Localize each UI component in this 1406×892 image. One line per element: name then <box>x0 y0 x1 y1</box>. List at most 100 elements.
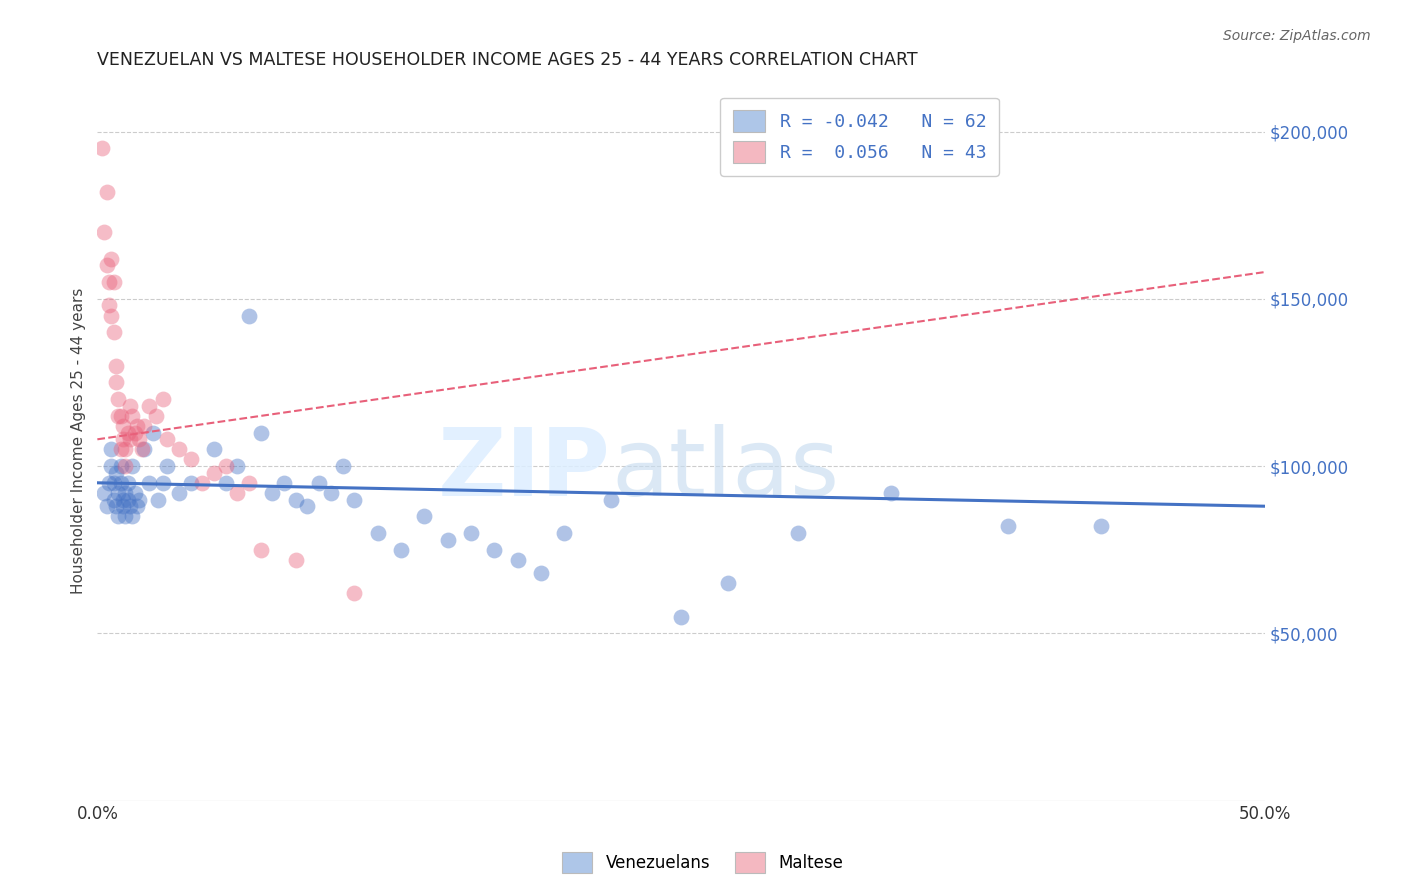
Point <box>152 392 174 406</box>
Point <box>717 576 740 591</box>
Point <box>167 486 190 500</box>
Point <box>112 433 135 447</box>
Point <box>117 425 139 440</box>
Point <box>110 409 132 423</box>
Point <box>367 526 389 541</box>
Text: Source: ZipAtlas.com: Source: ZipAtlas.com <box>1223 29 1371 44</box>
Point <box>121 509 143 524</box>
Point <box>100 459 122 474</box>
Point <box>103 492 125 507</box>
Point <box>1090 519 1112 533</box>
Point <box>112 492 135 507</box>
Point <box>100 309 122 323</box>
Point <box>436 533 458 547</box>
Point <box>121 459 143 474</box>
Point <box>191 475 214 490</box>
Point <box>110 459 132 474</box>
Point <box>114 486 136 500</box>
Point <box>117 492 139 507</box>
Point <box>107 509 129 524</box>
Point <box>96 258 118 272</box>
Point <box>96 500 118 514</box>
Point <box>297 500 319 514</box>
Point <box>202 466 225 480</box>
Point <box>100 442 122 457</box>
Point <box>98 275 121 289</box>
Point <box>343 492 366 507</box>
Text: atlas: atlas <box>612 424 839 516</box>
Point <box>124 425 146 440</box>
Point <box>114 442 136 457</box>
Text: ZIP: ZIP <box>439 424 612 516</box>
Legend: Venezuelans, Maltese: Venezuelans, Maltese <box>555 846 851 880</box>
Point <box>786 526 808 541</box>
Point <box>530 566 553 581</box>
Point <box>110 475 132 490</box>
Point <box>180 452 202 467</box>
Point <box>110 442 132 457</box>
Point <box>132 442 155 457</box>
Point <box>91 141 114 155</box>
Point <box>997 519 1019 533</box>
Point <box>107 486 129 500</box>
Point <box>93 225 115 239</box>
Point <box>273 475 295 490</box>
Point <box>319 486 342 500</box>
Point <box>226 459 249 474</box>
Point <box>238 309 260 323</box>
Point <box>128 492 150 507</box>
Legend: R = -0.042   N = 62, R =  0.056   N = 43: R = -0.042 N = 62, R = 0.056 N = 43 <box>720 97 998 176</box>
Point <box>156 433 179 447</box>
Point <box>107 409 129 423</box>
Point <box>167 442 190 457</box>
Point <box>132 418 155 433</box>
Point <box>103 475 125 490</box>
Y-axis label: Householder Income Ages 25 - 44 years: Householder Income Ages 25 - 44 years <box>72 288 86 594</box>
Point <box>600 492 623 507</box>
Point <box>98 475 121 490</box>
Point <box>484 542 506 557</box>
Point <box>215 459 238 474</box>
Point <box>117 475 139 490</box>
Point <box>100 252 122 266</box>
Point <box>103 275 125 289</box>
Point <box>413 509 436 524</box>
Point <box>98 298 121 312</box>
Point <box>332 459 354 474</box>
Point <box>238 475 260 490</box>
Point <box>125 500 148 514</box>
Point <box>460 526 482 541</box>
Point <box>249 542 271 557</box>
Point <box>284 492 307 507</box>
Point <box>131 442 153 457</box>
Point <box>142 425 165 440</box>
Point <box>215 475 238 490</box>
Point <box>121 409 143 423</box>
Point <box>343 586 366 600</box>
Point <box>145 409 167 423</box>
Point <box>105 466 128 480</box>
Point <box>114 459 136 474</box>
Point <box>226 486 249 500</box>
Point <box>107 392 129 406</box>
Point <box>105 359 128 373</box>
Point <box>112 418 135 433</box>
Point <box>262 486 284 500</box>
Point <box>138 399 160 413</box>
Point <box>118 433 141 447</box>
Point <box>128 433 150 447</box>
Point <box>118 500 141 514</box>
Point <box>389 542 412 557</box>
Point <box>125 418 148 433</box>
Point <box>138 475 160 490</box>
Point <box>249 425 271 440</box>
Point <box>105 376 128 390</box>
Point <box>112 500 135 514</box>
Point <box>96 185 118 199</box>
Point <box>669 609 692 624</box>
Point <box>180 475 202 490</box>
Point <box>93 486 115 500</box>
Point <box>156 459 179 474</box>
Point <box>880 486 903 500</box>
Point <box>114 509 136 524</box>
